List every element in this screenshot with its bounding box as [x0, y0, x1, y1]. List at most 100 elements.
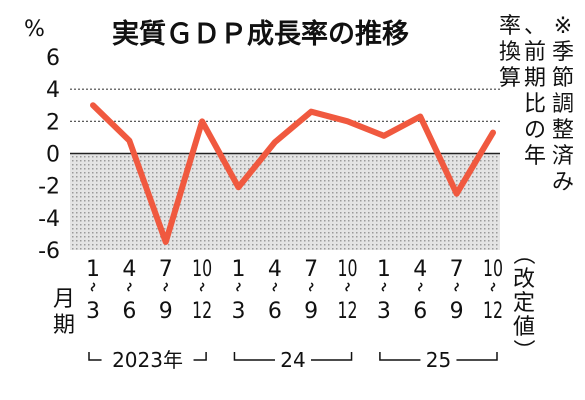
x-tick-tilde	[199, 282, 205, 292]
year-group-2: 25	[379, 348, 498, 372]
last-note-char: 定	[513, 291, 535, 316]
x-axis-label-char: 月	[53, 287, 75, 312]
x-tick-top: 1	[86, 257, 100, 282]
x-tick-tilde	[127, 282, 132, 292]
x-tick-top: 4	[122, 257, 136, 282]
x-tick-top: 4	[413, 257, 427, 282]
x-tick-bottom: 9	[304, 299, 318, 324]
x-tick-tilde	[490, 282, 496, 292]
year-bracket-left	[233, 352, 275, 361]
note-char: 前	[524, 40, 546, 65]
x-tick-tilde	[381, 282, 387, 292]
year-label: 24	[280, 348, 305, 372]
x-tick: 46	[268, 257, 282, 324]
x-tick: 46	[122, 257, 136, 324]
year-label: 2023年	[112, 348, 183, 372]
last-note-char: （	[510, 243, 535, 265]
year-group-1: 24	[233, 348, 353, 372]
year-label: 25	[426, 348, 451, 372]
year-bracket-right	[193, 352, 207, 361]
x-tick-top: 1	[231, 257, 245, 282]
y-axis-ticks: 6 4 2 0 -2 -4 -6	[38, 46, 60, 264]
note-char: 節	[552, 66, 574, 91]
y-tick-label: -6	[38, 239, 60, 264]
x-tick-top: 7	[450, 257, 464, 282]
x-tick-top: 7	[304, 257, 318, 282]
x-tick-tilde	[345, 282, 350, 292]
note-char: 、	[524, 14, 546, 39]
x-tick: 10 12	[483, 257, 503, 324]
note-char: ※	[554, 14, 572, 39]
x-tick-tilde	[236, 282, 241, 292]
x-tick: 46	[413, 257, 427, 324]
x-tick-bottom: 3	[231, 299, 245, 324]
x-axis-label-char: 期	[53, 313, 75, 338]
year-bracket-left	[379, 352, 421, 361]
x-tick-tilde	[163, 282, 168, 292]
y-unit-label: %	[24, 17, 45, 42]
x-tick-top: 10	[483, 257, 503, 282]
x-tick-bottom: 9	[450, 299, 464, 324]
x-tick-bottom: 3	[86, 299, 100, 324]
x-tick-bottom: 6	[413, 299, 427, 324]
x-axis-label: 月期	[53, 287, 75, 338]
x-tick: 13	[231, 257, 245, 324]
y-tick-label: 4	[46, 78, 60, 103]
note-char: 換	[499, 40, 521, 65]
x-tick-tilde	[454, 282, 459, 292]
x-tick: 10 12	[338, 257, 358, 324]
note-char: 済	[552, 144, 574, 169]
x-tick-bottom: 12	[483, 299, 503, 324]
note-char: 比	[524, 92, 546, 117]
year-bracket-right	[311, 352, 353, 361]
chart-title: 実質ＧＤＰ成長率の推移	[112, 18, 409, 50]
note-char: み	[552, 170, 574, 195]
x-tick-top: 1	[377, 257, 391, 282]
x-tick: 10 12	[192, 257, 212, 324]
y-tick-label: -2	[38, 175, 60, 200]
last-category-note: （改定値）	[510, 243, 535, 361]
x-tick-bottom: 6	[268, 299, 282, 324]
x-tick-bottom: 12	[192, 299, 212, 324]
series-line	[90, 102, 496, 245]
x-tick-bottom: 3	[377, 299, 391, 324]
y-tick-label: 6	[46, 46, 60, 71]
note-char: 整	[552, 118, 574, 143]
x-tick: 79	[159, 257, 173, 324]
x-tick-top: 7	[159, 257, 173, 282]
note-char: 年	[524, 144, 546, 169]
year-groups: 2023年 24 25	[88, 348, 498, 372]
x-tick-top: 10	[338, 257, 358, 282]
x-tick-top: 10	[192, 257, 212, 282]
x-tick: 13	[86, 257, 100, 324]
x-tick-bottom: 6	[122, 299, 136, 324]
x-tick-tilde	[418, 282, 423, 292]
note-char: 率	[499, 14, 521, 39]
x-tick: 79	[304, 257, 318, 324]
year-group-0: 2023年	[88, 348, 207, 372]
gridlines	[70, 88, 500, 155]
note-char: の	[524, 118, 546, 143]
x-tick-tilde	[272, 282, 278, 292]
x-tick-tilde	[90, 282, 96, 292]
note-char: 算	[499, 66, 521, 91]
year-bracket-left	[88, 352, 102, 361]
x-tick-bottom: 12	[338, 299, 358, 324]
x-tick-top: 4	[268, 257, 282, 282]
x-tick: 13	[377, 257, 391, 324]
note-char: 季	[552, 40, 574, 65]
x-tick-bottom: 9	[159, 299, 173, 324]
y-tick-label: -4	[38, 207, 60, 232]
x-tick: 79	[450, 257, 464, 324]
year-bracket-right	[456, 352, 498, 361]
last-note-char: ）	[510, 339, 535, 361]
y-tick-label: 2	[46, 110, 60, 135]
negative-region	[70, 153, 500, 250]
x-tick-tilde	[308, 282, 314, 292]
last-note-char: 改	[513, 267, 535, 292]
note-char: 調	[552, 92, 574, 117]
y-tick-label: 0	[46, 143, 60, 168]
